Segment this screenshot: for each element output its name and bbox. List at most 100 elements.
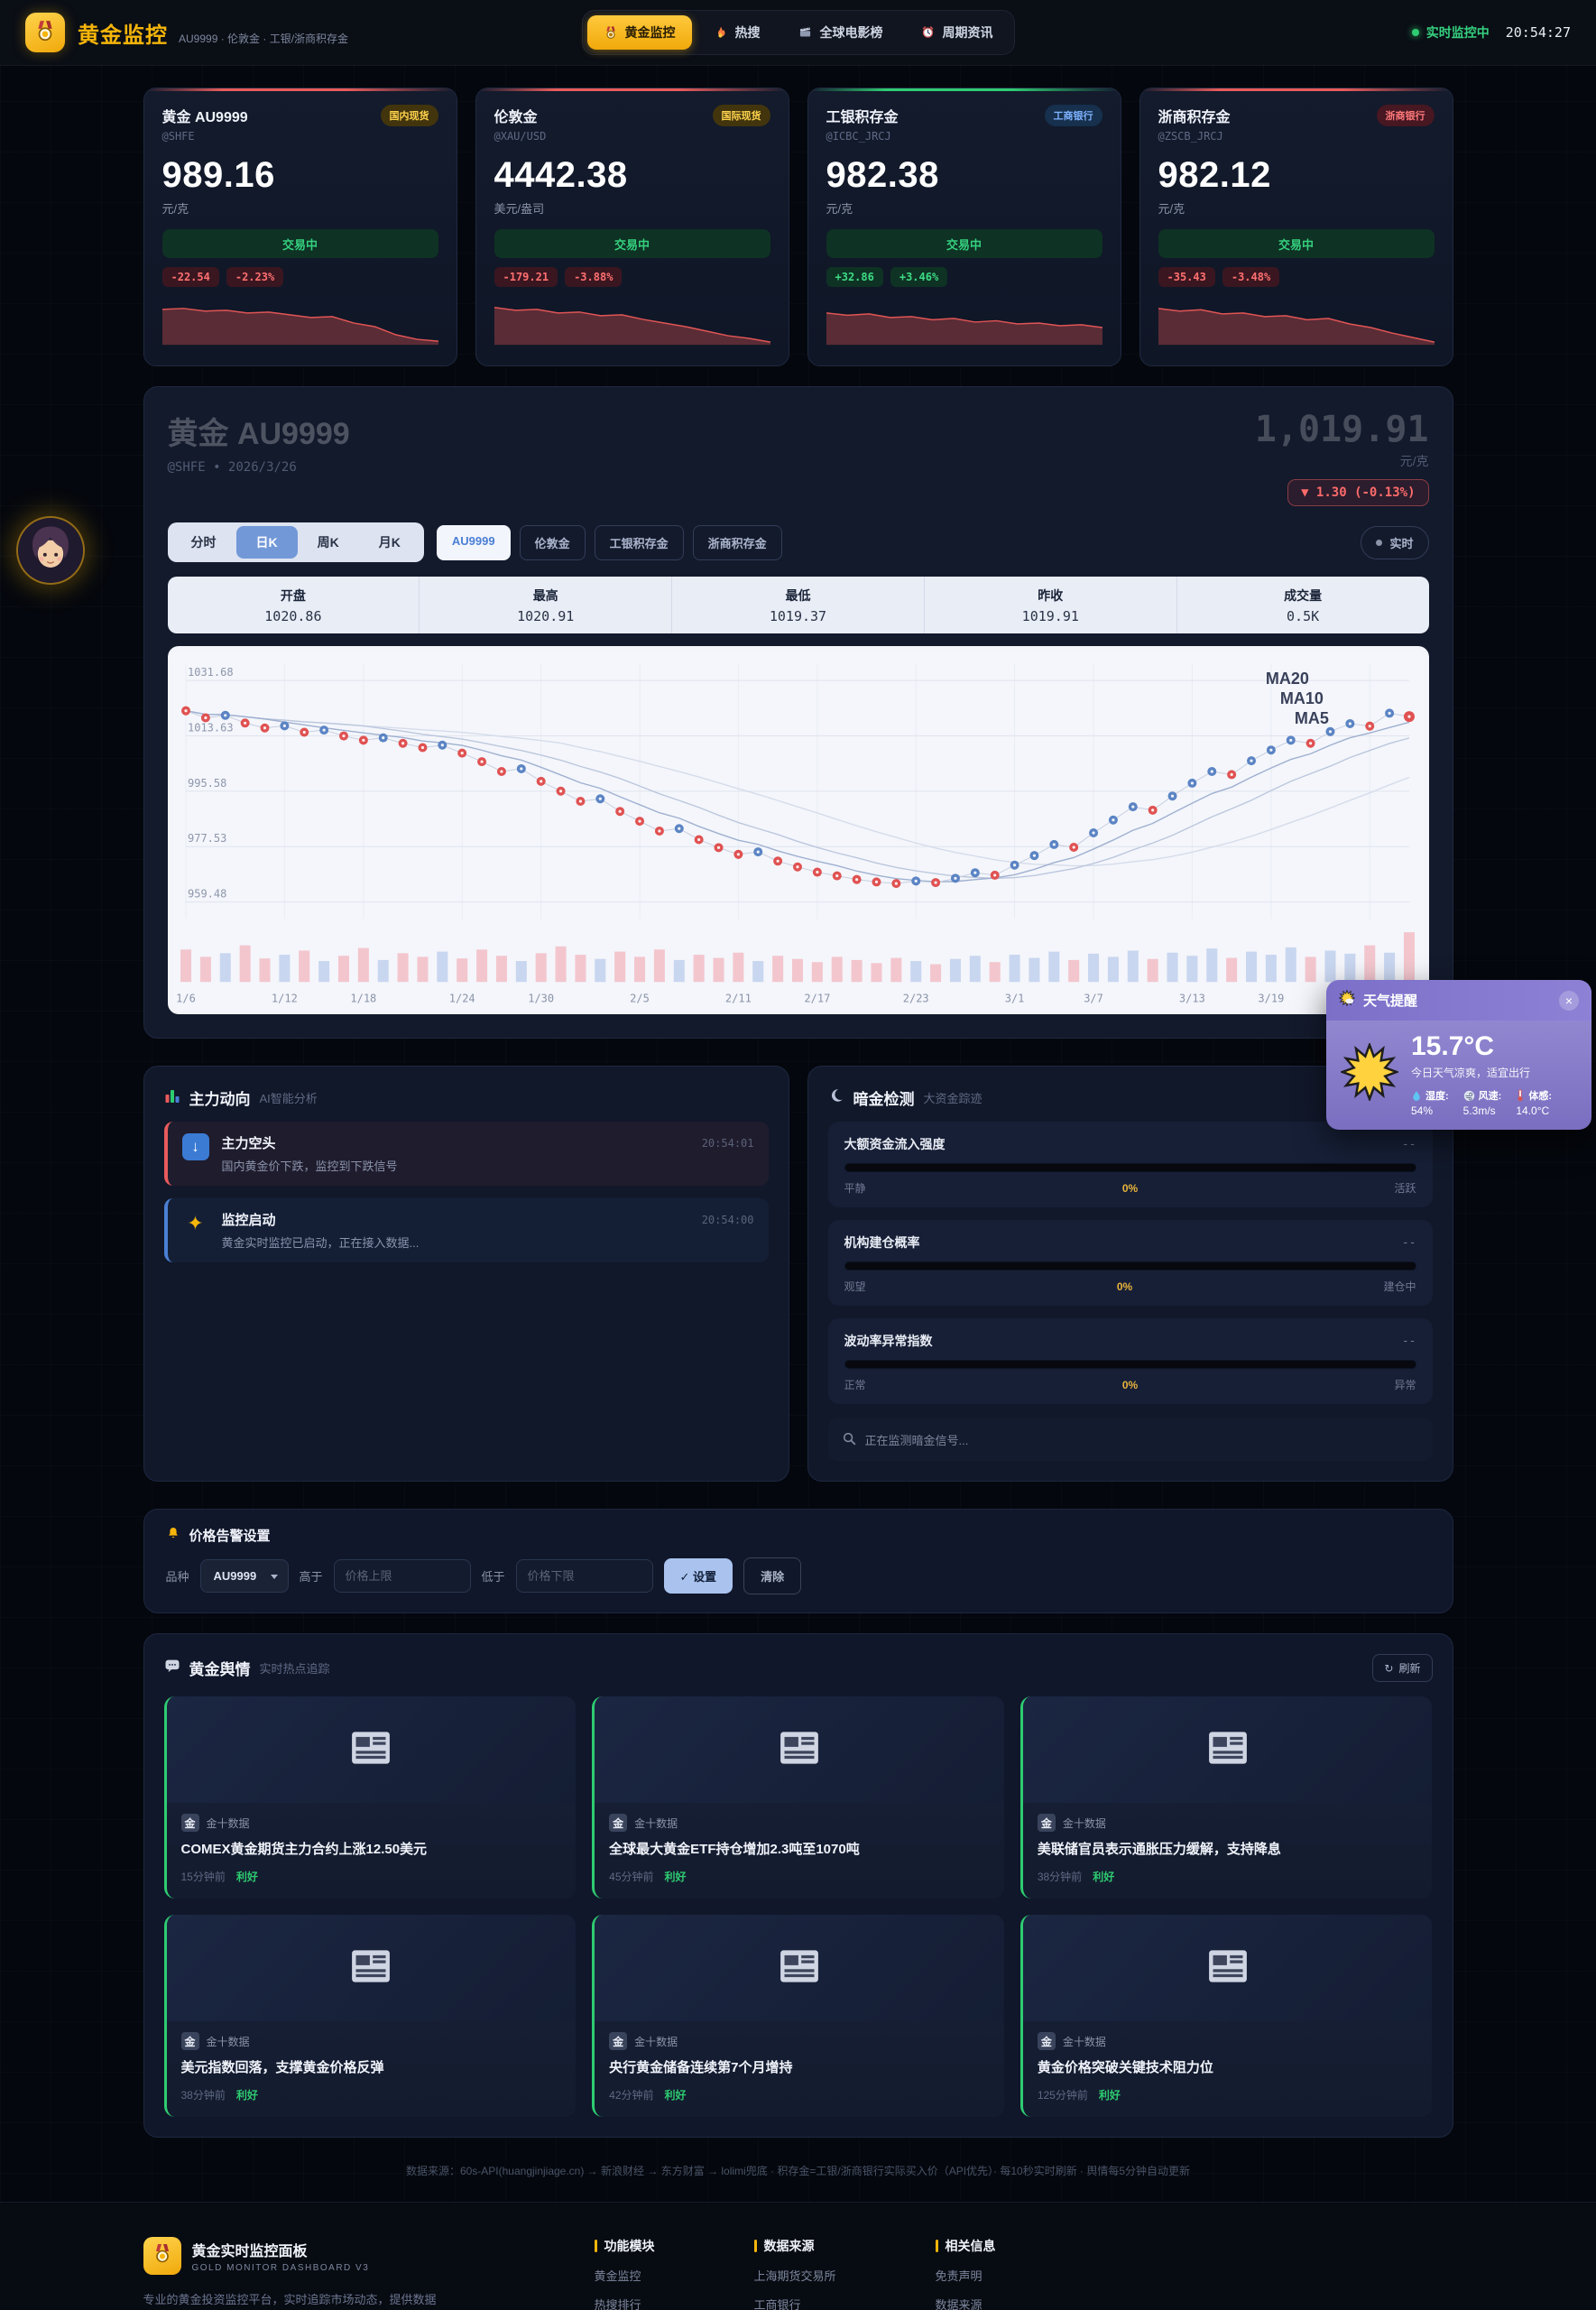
news-card[interactable]: 金金十数据 黄金价格突破关键技术阻力位 125分钟前 利好 [1019, 1915, 1433, 2117]
change-value-badge: +32.86 [826, 267, 883, 287]
metric-progress-bar [844, 1360, 1416, 1370]
period-tab-2[interactable]: 日K [235, 526, 298, 559]
thermometer-icon [1516, 1089, 1525, 1102]
news-card[interactable]: 金金十数据 美元指数回落，支撑黄金价格反弹 38分钟前 利好 [163, 1915, 577, 2117]
news-grid: 金金十数据 COMEX黄金期货主力合约上涨12.50美元 15分钟前 利好金金十数据全… [163, 1696, 1433, 2117]
card-accent-bar [807, 88, 1121, 91]
footer-link[interactable]: 黄金监控 [594, 2268, 641, 2283]
weather-stat: 风速: 5.3m/s [1463, 1088, 1501, 1117]
news-source-name: 金十数据 [1062, 1816, 1106, 1830]
sparkline-chart [494, 307, 770, 346]
news-card[interactable]: 金金十数据 COMEX黄金期货主力合约上涨12.50美元 15分钟前 利好 [163, 1696, 577, 1899]
nav-item-1[interactable]: 黄金监控 [586, 15, 692, 50]
change-value-badge: -35.43 [1158, 267, 1215, 287]
symbol-tab-3[interactable]: 工银积存金 [594, 524, 684, 560]
news-source-name: 金十数据 [634, 2035, 678, 2048]
news-item-title: 黄金价格突破关键技术阻力位 [1037, 2060, 1213, 2076]
weather-header: 天气提醒 × [1326, 980, 1591, 1021]
set-alert-button[interactable]: ✓ 设置 [663, 1558, 733, 1594]
footer-link[interactable]: 工商银行 [753, 2297, 801, 2310]
nav-item-3[interactable]: 全球电影榜 [782, 15, 899, 50]
news-card[interactable]: 金金十数据 全球最大黄金ETF持仓增加2.3吨至1070吨 45分钟前 利好 [592, 1696, 1004, 1899]
symbol-tab-4[interactable]: 浙商积存金 [692, 524, 782, 560]
nav-item-4[interactable]: 周期资讯 [905, 15, 1010, 50]
trading-status-pill: 交易中 [826, 229, 1102, 258]
price-card[interactable]: 黄金 AU9999 国内现货 @SHFE 989.16 元/克 交易中 -22.54 -2.2… [143, 88, 457, 366]
footer-link[interactable]: 上海期货交易所 [753, 2268, 836, 2283]
analysis-row: 主力动向 AI智能分析 ↓ 主力空头 20:54:01 国内黄金价下跌，监控到下跌信号… [143, 1066, 1453, 1483]
ai-alert-time: 20:54:01 [701, 1136, 754, 1150]
refresh-button[interactable]: ↻ 刷新 [1372, 1654, 1433, 1683]
moon-swirl-icon [828, 1087, 844, 1108]
newspaper-icon [1208, 1949, 1248, 1988]
clock: 20:54:27 [1505, 24, 1571, 41]
ohlc-label: 昨收 [1038, 588, 1064, 603]
footer-link[interactable]: 数据来源 [935, 2297, 983, 2310]
news-subtitle: 实时热点追踪 [259, 1662, 330, 1677]
app-title: 黄金监控 [78, 23, 168, 48]
ai-alert-description: 黄金实时监控已启动，正在接入数据... [221, 1236, 420, 1251]
price-card[interactable]: 工银积存金 工商银行 @ICBC_JRCJ 982.38 元/克 交易中 +32.86 +3.… [807, 88, 1121, 366]
metric-progress-bar [844, 1261, 1416, 1271]
main-force-panel: 主力动向 AI智能分析 ↓ 主力空头 20:54:01 国内黄金价下跌，监控到下跌信号… [143, 1066, 789, 1483]
price-card[interactable]: 浙商积存金 浙商银行 @ZSCB_JRCJ 982.12 元/克 交易中 -35.43 -3.… [1139, 88, 1453, 366]
ohlc-cell: 开盘 1020.86 [168, 577, 420, 633]
metric-extra-value: -- [1401, 1137, 1416, 1151]
price-unit: 元/克 [826, 202, 853, 216]
assistant-avatar[interactable] [16, 516, 85, 585]
period-tabs: 分时 日K 周K 月K [167, 522, 424, 562]
svg-text:1/30: 1/30 [528, 992, 554, 1004]
symbol-select[interactable]: AU9999 [199, 1559, 289, 1594]
live-button[interactable]: 实时 [1361, 525, 1429, 559]
newspaper-icon [1208, 1731, 1248, 1769]
ai-alert-item[interactable]: ✦ 监控启动 20:54:00 黄金实时监控已启动，正在接入数据... [163, 1198, 769, 1263]
instrument-name: 浙商积存金 [1158, 110, 1231, 125]
bar-chart-icon [164, 1087, 180, 1108]
news-card[interactable]: 金金十数据 美联储官员表示通胀压力缓解，支持降息 38分钟前 利好 [1019, 1696, 1433, 1899]
nav-item-label: 黄金监控 [624, 25, 676, 40]
weather-temperature: 15.7°C [1411, 1031, 1495, 1061]
droplet-icon [1411, 1090, 1422, 1102]
clear-alert-button[interactable]: 清除 [743, 1557, 802, 1595]
live-pill-label: 实时 [1389, 536, 1414, 550]
price-card[interactable]: 伦敦金 国际现货 @XAU/USD 4442.38 美元/盎司 交易中 -179.21 -3.… [475, 88, 789, 366]
dark-gold-panel: 暗金检测 大资金踪迹 大额资金流入强度 -- 平静 0% 活跃 机构建仓概率 -- 观望 0% 建… [807, 1066, 1453, 1483]
change-row: -22.54 -2.23% [161, 267, 438, 287]
ai-alert-item[interactable]: ↓ 主力空头 20:54:01 国内黄金价下跌，监控到下跌信号 [163, 1122, 769, 1187]
weather-stat-value: 14.0°C [1516, 1104, 1550, 1117]
refresh-icon: ↻ [1384, 1661, 1394, 1675]
metric-right-label: 建仓中 [1383, 1280, 1416, 1294]
svg-text:3/1: 3/1 [1004, 992, 1024, 1004]
period-tab-1[interactable]: 分时 [190, 535, 217, 550]
period-tab-3[interactable]: 周K [317, 535, 339, 550]
symbol-tab-2[interactable]: 伦敦金 [519, 524, 586, 560]
weather-close-button[interactable]: × [1559, 990, 1579, 1011]
nav-item-2[interactable]: 热搜 [697, 15, 777, 50]
ohlc-cell: 最低 1019.37 [671, 577, 924, 633]
footer-brand-subtitle: GOLD MONITOR DASHBOARD V3 [191, 2262, 370, 2273]
news-card[interactable]: 金金十数据 央行黄金储备连续第7个月增持 42分钟前 利好 [592, 1915, 1004, 2117]
chart-subtitle: @SHFE • 2026/3/26 [167, 460, 297, 475]
news-item-title: 全球最大黄金ETF持仓增加2.3吨至1070吨 [609, 1842, 860, 1858]
price-card-header: 伦敦金 国际现货 [494, 105, 770, 126]
news-source-badge: 金 [1037, 1814, 1056, 1833]
metric-percent: 0% [1121, 1181, 1139, 1195]
kline-chart[interactable]: 1031.68 1013.63 995.58 977.53 959.48 1/6 1/12 1… [167, 646, 1429, 1015]
footer-link[interactable]: 热搜排行 [594, 2297, 641, 2310]
svg-text:MA20: MA20 [1265, 670, 1308, 688]
upper-price-input[interactable] [333, 1559, 471, 1594]
trading-status-pill: 交易中 [161, 229, 438, 258]
symbol-tab-1[interactable]: AU9999 [436, 524, 511, 560]
news-thumbnail [166, 1915, 577, 2022]
instrument-name: 工银积存金 [826, 110, 899, 125]
metric-left-label: 观望 [844, 1280, 866, 1294]
news-sentiment-tag: 利好 [1093, 1871, 1115, 1884]
period-tab-4[interactable]: 月K [378, 535, 401, 550]
svg-text:2/5: 2/5 [630, 992, 650, 1004]
current-price: 989.16 [161, 155, 275, 195]
lower-price-input[interactable] [515, 1559, 653, 1594]
footer-link[interactable]: 免责声明 [935, 2268, 983, 2283]
footer-column-3: 相关信息免责声明数据来源联系我们技术支持 [936, 2237, 996, 2310]
ohlc-cell: 昨收 1019.91 [923, 577, 1176, 633]
